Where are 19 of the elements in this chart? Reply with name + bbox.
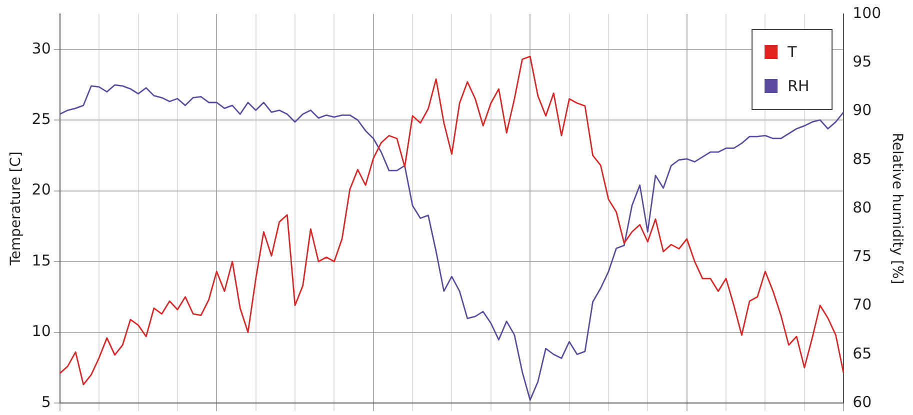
y2-tick-label: 90 <box>852 101 872 120</box>
y2-tick-label: 70 <box>852 296 872 314</box>
y-tick-label: 25 <box>32 110 51 128</box>
y2-tick-label: 100 <box>852 4 882 22</box>
y2-tick-label: 95 <box>852 52 872 71</box>
y-axis-title: Temperature [C] <box>8 152 24 266</box>
y2-tick-label: 60 <box>852 392 872 411</box>
legend-label: RH <box>788 76 810 95</box>
y2-tick-label: 75 <box>852 247 872 266</box>
legend-label: T <box>786 42 798 61</box>
y-tick-label: 10 <box>32 322 51 340</box>
y-tick-label: 20 <box>32 180 51 199</box>
y-tick-label: 15 <box>32 251 51 270</box>
y2-tick-label: 65 <box>852 344 872 362</box>
y2-tick-label: 85 <box>852 150 872 168</box>
y2-axis-title: Relative humidity [%] <box>888 132 905 284</box>
y2-tick-label: 80 <box>852 198 872 216</box>
y-tick-label: 30 <box>32 39 51 58</box>
y-tick-label: 5 <box>41 392 51 411</box>
